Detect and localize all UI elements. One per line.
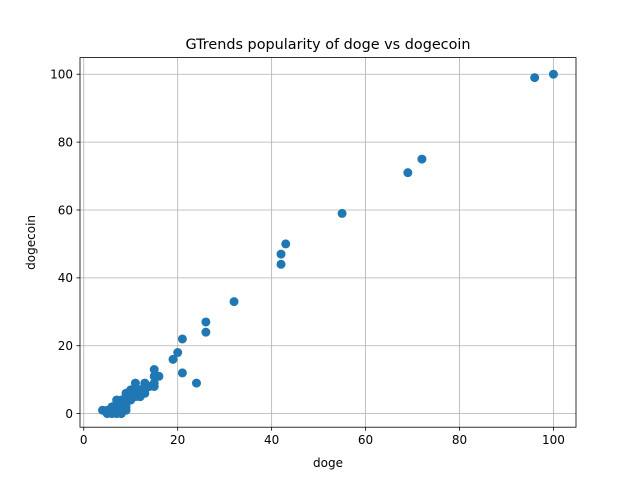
plot-frame xyxy=(79,57,577,428)
grid-lines xyxy=(80,57,576,428)
x-tick-label: 80 xyxy=(452,433,467,447)
y-tick-label: 40 xyxy=(58,271,73,285)
y-tick-label: 80 xyxy=(58,135,73,149)
scatter-point xyxy=(168,354,178,364)
x-tick-label: 20 xyxy=(170,433,185,447)
y-tick-label: 60 xyxy=(58,203,73,217)
x-tick-label: 0 xyxy=(80,433,88,447)
y-tick-label: 20 xyxy=(58,339,73,353)
scatter-point xyxy=(201,327,211,337)
scatter-point xyxy=(548,69,558,79)
plot-area xyxy=(80,57,576,428)
scatter-point xyxy=(154,371,164,381)
y-axis: 0 20 40 60 80 100 xyxy=(50,68,80,421)
scatter-point xyxy=(417,154,427,164)
x-axis: 0 20 40 60 80 100 xyxy=(80,427,565,447)
scatter-point xyxy=(281,239,291,249)
y-axis-label: dogecoin xyxy=(24,215,38,270)
scatter-point xyxy=(403,168,413,178)
scatter-point xyxy=(177,334,187,344)
scatter-point xyxy=(130,378,140,388)
scatter-point xyxy=(530,73,540,83)
x-tick-label: 40 xyxy=(264,433,279,447)
scatter-point xyxy=(191,378,201,388)
scatter-point xyxy=(201,317,211,327)
scatter-point xyxy=(229,297,239,307)
x-tick-label: 60 xyxy=(358,433,373,447)
scatter-point xyxy=(177,368,187,378)
scatter-point xyxy=(149,365,159,375)
x-tick-label: 100 xyxy=(542,433,565,447)
scatter-point xyxy=(173,348,183,358)
x-axis-label: doge xyxy=(313,456,343,470)
data-points xyxy=(98,69,558,419)
y-tick-label: 100 xyxy=(50,68,73,82)
scatter-point xyxy=(337,208,347,218)
chart-title: GTrends popularity of doge vs dogecoin xyxy=(185,37,470,53)
scatter-point xyxy=(276,249,286,259)
scatter-point xyxy=(149,378,159,388)
scatter-point xyxy=(276,259,286,269)
y-tick-label: 0 xyxy=(65,407,73,421)
